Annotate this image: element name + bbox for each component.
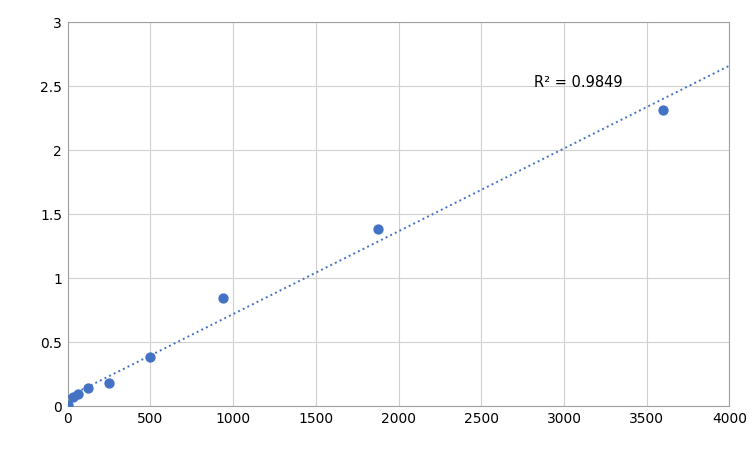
Point xyxy=(62,401,74,408)
Point xyxy=(72,391,84,398)
Point xyxy=(67,393,79,400)
Text: R² = 0.9849: R² = 0.9849 xyxy=(534,75,623,90)
Point xyxy=(144,354,156,361)
Point xyxy=(82,384,94,391)
Point xyxy=(371,226,384,233)
Point xyxy=(103,379,115,387)
Point xyxy=(217,295,229,302)
Point xyxy=(657,107,669,115)
